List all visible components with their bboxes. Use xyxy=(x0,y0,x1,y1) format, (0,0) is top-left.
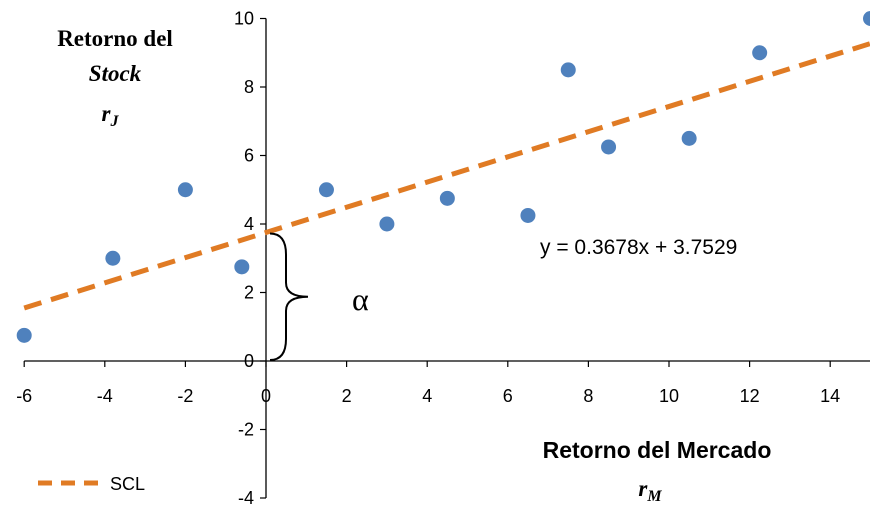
y-tick-label: 6 xyxy=(244,146,254,166)
x-tick-label: 4 xyxy=(422,386,432,406)
data-point xyxy=(379,216,395,232)
y-tick-label: 4 xyxy=(244,214,254,234)
alpha-brace xyxy=(269,232,309,361)
y-axis-symbol-r: r xyxy=(102,101,112,126)
data-point xyxy=(439,190,455,206)
data-point xyxy=(234,259,250,275)
data-point xyxy=(681,130,697,146)
trendline-layer xyxy=(23,41,870,311)
x-axis-symbol-sub: M xyxy=(646,488,662,505)
legend-scl-label: SCL xyxy=(110,474,145,494)
data-point xyxy=(177,182,193,198)
y-axis-title-line2: Stock xyxy=(89,61,142,86)
y-tick-label: -2 xyxy=(238,420,254,440)
x-tick-label: 0 xyxy=(261,386,271,406)
annotation-layer xyxy=(269,232,309,361)
y-axis-symbol: rJ xyxy=(102,101,120,130)
data-point xyxy=(520,207,536,223)
data-point xyxy=(560,62,576,78)
x-axis-title: Retorno del Mercado xyxy=(543,437,772,463)
x-tick-label: 2 xyxy=(342,386,352,406)
x-tick-label: 6 xyxy=(503,386,513,406)
y-axis-title-line1: Retorno del xyxy=(57,26,173,51)
axes: -6 -4 -2 0 2 4 6 8 10 12 14 -4 -2 0 2 4 6 8 10 xyxy=(16,9,870,508)
x-axis-symbol: rM xyxy=(638,476,662,505)
data-point xyxy=(318,182,334,198)
x-axis-symbol-r: r xyxy=(638,476,648,501)
y-tick-label: 10 xyxy=(234,9,254,29)
regression-equation: y = 0.3678x + 3.7529 xyxy=(540,236,737,259)
y-tick-label: 2 xyxy=(244,283,254,303)
y-tick-label: 0 xyxy=(244,351,254,371)
y-axis-symbol-sub: J xyxy=(109,113,119,130)
x-tick-label: 12 xyxy=(740,386,760,406)
alpha-label: α xyxy=(352,281,369,317)
x-tick-label: 8 xyxy=(583,386,593,406)
x-tick-label: -4 xyxy=(97,386,113,406)
points-layer xyxy=(16,11,870,343)
data-point xyxy=(752,45,768,61)
x-tick-label: 10 xyxy=(659,386,679,406)
scl-regression-line xyxy=(23,41,870,311)
x-tick-label: -2 xyxy=(177,386,193,406)
data-point xyxy=(16,327,32,343)
x-tick-label: 14 xyxy=(820,386,840,406)
data-point xyxy=(601,139,617,155)
y-tick-label: -4 xyxy=(238,488,254,508)
x-tick-label: -6 xyxy=(16,386,32,406)
data-point xyxy=(863,11,870,26)
legend: SCL xyxy=(38,474,145,494)
data-point xyxy=(105,250,121,266)
y-tick-label: 8 xyxy=(244,77,254,97)
